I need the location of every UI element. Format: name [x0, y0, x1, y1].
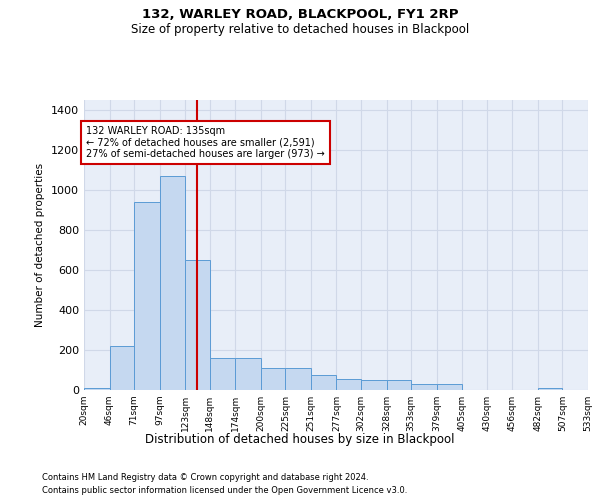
Bar: [337, 379, 361, 390]
Bar: [311, 375, 337, 390]
Text: Contains public sector information licensed under the Open Government Licence v3: Contains public sector information licen…: [42, 486, 407, 495]
Bar: [437, 384, 462, 390]
Bar: [134, 202, 160, 390]
Bar: [84, 388, 110, 390]
Bar: [361, 380, 386, 390]
Bar: [411, 384, 437, 390]
Bar: [160, 176, 185, 390]
Bar: [110, 346, 134, 390]
Text: Contains HM Land Registry data © Crown copyright and database right 2024.: Contains HM Land Registry data © Crown c…: [42, 472, 368, 482]
Bar: [235, 358, 261, 390]
Text: 132 WARLEY ROAD: 135sqm
← 72% of detached houses are smaller (2,591)
27% of semi: 132 WARLEY ROAD: 135sqm ← 72% of detache…: [86, 126, 325, 159]
Bar: [386, 380, 411, 390]
Bar: [185, 260, 210, 390]
Text: Size of property relative to detached houses in Blackpool: Size of property relative to detached ho…: [131, 22, 469, 36]
Y-axis label: Number of detached properties: Number of detached properties: [35, 163, 46, 327]
Bar: [286, 368, 311, 390]
Bar: [538, 388, 562, 390]
Bar: [210, 358, 235, 390]
Text: Distribution of detached houses by size in Blackpool: Distribution of detached houses by size …: [145, 432, 455, 446]
Bar: [261, 368, 286, 390]
Text: 132, WARLEY ROAD, BLACKPOOL, FY1 2RP: 132, WARLEY ROAD, BLACKPOOL, FY1 2RP: [142, 8, 458, 20]
